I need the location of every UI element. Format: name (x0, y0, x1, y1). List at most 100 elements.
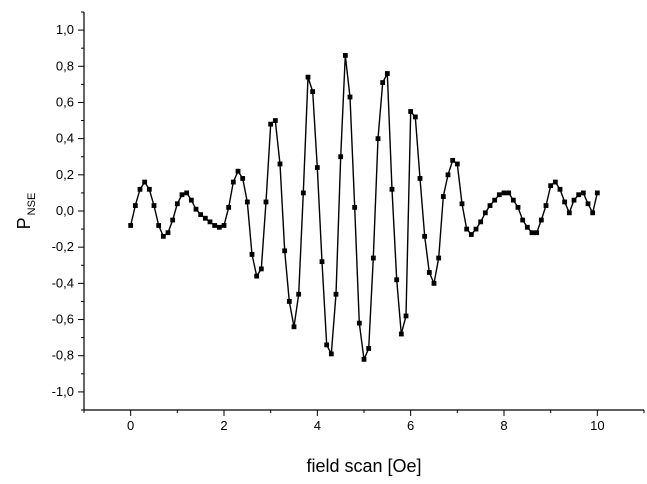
data-point (445, 172, 451, 178)
y-tick-label: 1,0 (56, 22, 74, 37)
data-point (412, 114, 418, 120)
data-point (580, 190, 586, 196)
data-point (436, 255, 442, 261)
data-point (366, 346, 372, 351)
data-point (235, 168, 241, 174)
data-point (179, 192, 185, 198)
data-point (478, 219, 484, 225)
data-point (258, 266, 264, 272)
data-point (347, 94, 353, 100)
data-point (515, 204, 521, 210)
data-point (590, 210, 596, 216)
data-point (240, 176, 246, 181)
data-point (543, 203, 549, 208)
data-point (310, 89, 316, 94)
data-point (132, 203, 138, 208)
x-tick-label: 10 (590, 418, 604, 433)
data-point (212, 223, 218, 228)
data-point (277, 161, 283, 167)
data-point (529, 230, 535, 236)
data-point (328, 351, 334, 357)
data-point (272, 118, 278, 123)
data-point (202, 215, 208, 221)
data-point (496, 192, 502, 198)
data-point (296, 291, 302, 297)
data-point (300, 190, 306, 196)
data-point (501, 190, 507, 196)
data-point (324, 342, 330, 348)
y-tick-label: -0,2 (52, 239, 74, 254)
data-point (254, 273, 260, 279)
data-point (249, 252, 255, 257)
data-point (510, 197, 516, 203)
data-point (170, 217, 176, 223)
data-point (263, 199, 269, 205)
data-point (576, 192, 582, 198)
data-point (552, 179, 558, 185)
data-point (557, 186, 563, 192)
data-point (417, 176, 423, 181)
data-point (268, 121, 274, 127)
data-point (375, 136, 381, 142)
data-point (548, 183, 554, 189)
x-axis-title: field scan [Oe] (306, 456, 421, 476)
data-point (291, 324, 297, 330)
series (128, 53, 600, 362)
data-point (440, 194, 446, 199)
data-point (352, 204, 358, 210)
data-point (464, 226, 470, 232)
data-point (468, 232, 474, 237)
y-tick-label: 0,6 (56, 94, 74, 109)
data-point (506, 190, 512, 196)
data-point (342, 53, 348, 58)
data-point (356, 320, 362, 326)
data-point (207, 219, 213, 225)
data-point (459, 201, 465, 207)
data-point (450, 157, 456, 163)
data-point (184, 190, 190, 196)
y-tick-label: 0,0 (56, 203, 74, 218)
data-point (314, 165, 320, 170)
y-axis-title-main: P (14, 217, 34, 229)
data-point (492, 197, 498, 203)
data-point (165, 230, 171, 236)
data-point (585, 201, 591, 207)
y-tick-label: -0,8 (52, 348, 74, 363)
data-point (566, 210, 572, 216)
x-tick-label: 2 (220, 418, 227, 433)
series-line (130, 54, 598, 360)
data-point (128, 223, 134, 228)
data-point (338, 154, 344, 160)
y-tick-label: -0,4 (52, 275, 74, 290)
data-point (571, 197, 577, 203)
y-tick-label: 0,2 (56, 167, 74, 182)
data-point (216, 224, 222, 230)
data-point (226, 204, 232, 210)
data-point (473, 226, 479, 232)
data-point (482, 210, 488, 216)
data-point (426, 270, 432, 275)
data-point (408, 109, 414, 114)
y-tick-label: -0,6 (52, 312, 74, 327)
y-tick-label: -1,0 (52, 384, 74, 399)
y-axis-title: PNSE (14, 193, 38, 230)
data-point (487, 203, 493, 208)
data-point (380, 80, 386, 85)
y-tick-label: 0,4 (56, 131, 74, 146)
data-point (193, 206, 199, 212)
data-point (394, 277, 400, 283)
data-point (398, 331, 404, 337)
data-point (454, 161, 460, 167)
data-point (305, 74, 311, 80)
data-point (562, 199, 568, 205)
ticks: 0 2 4 6 8 10 -1,0 -0,8 -0,6 -0,4 -0,2 0,0 0,2 0,4 0,6 0… (52, 11, 645, 433)
data-point (160, 233, 166, 239)
x-tick-label: 0 (127, 418, 134, 433)
data-point (156, 223, 162, 228)
data-point (221, 223, 227, 228)
data-point (361, 356, 367, 362)
data-point (384, 71, 390, 76)
data-point (403, 313, 409, 319)
